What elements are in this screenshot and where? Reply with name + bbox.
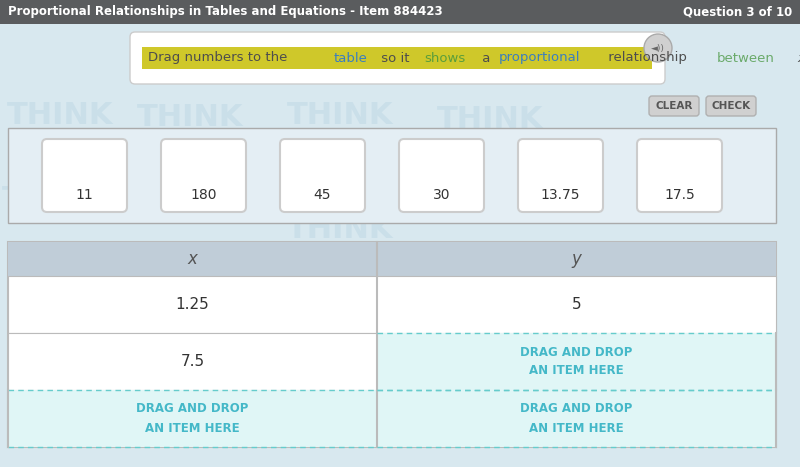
Text: shows: shows [425, 51, 466, 64]
Text: proportional: proportional [499, 51, 581, 64]
FancyBboxPatch shape [161, 139, 246, 212]
Text: x: x [187, 250, 198, 268]
Text: DRAG AND DROP
AN ITEM HERE: DRAG AND DROP AN ITEM HERE [520, 346, 633, 377]
Text: THINK: THINK [146, 200, 254, 229]
Text: table: table [334, 51, 367, 64]
Text: CHECK: CHECK [711, 101, 750, 111]
FancyBboxPatch shape [637, 139, 722, 212]
Text: Question 3 of 10: Question 3 of 10 [682, 6, 792, 19]
Text: THINK: THINK [6, 100, 114, 129]
Text: THINK: THINK [6, 305, 114, 334]
Text: THINK: THINK [437, 106, 543, 134]
Text: 5: 5 [571, 297, 581, 312]
Text: CLEAR: CLEAR [655, 101, 693, 111]
Bar [8, 390, 377, 447]
Text: THINK: THINK [286, 215, 394, 245]
Circle shape [644, 34, 672, 62]
Bar [8, 128, 776, 223]
Text: between: between [717, 51, 774, 64]
FancyBboxPatch shape [42, 139, 127, 212]
Text: 30: 30 [433, 188, 450, 202]
FancyBboxPatch shape [399, 139, 484, 212]
Text: a: a [478, 51, 494, 64]
FancyBboxPatch shape [518, 139, 603, 212]
Text: y: y [571, 250, 582, 268]
Bar [8, 242, 776, 276]
Text: ◄)): ◄)) [651, 44, 665, 54]
Text: x: x [797, 51, 800, 64]
Text: 13.75: 13.75 [541, 188, 580, 202]
FancyBboxPatch shape [280, 139, 365, 212]
Text: THINK: THINK [137, 104, 243, 133]
Text: DRAG AND DROP
AN ITEM HERE: DRAG AND DROP AN ITEM HERE [520, 403, 633, 434]
Bar [377, 390, 776, 447]
Bar [8, 242, 776, 447]
Text: relationship: relationship [604, 51, 691, 64]
Text: 11: 11 [76, 188, 94, 202]
Text: 7.5: 7.5 [180, 354, 204, 369]
Text: 17.5: 17.5 [664, 188, 695, 202]
Text: THINK: THINK [146, 325, 254, 354]
Text: 180: 180 [190, 188, 217, 202]
Text: so it: so it [377, 51, 414, 64]
Text: THINK: THINK [2, 185, 108, 214]
Text: 1.25: 1.25 [175, 297, 209, 312]
Text: DRAG AND DROP
AN ITEM HERE: DRAG AND DROP AN ITEM HERE [136, 403, 249, 434]
FancyBboxPatch shape [706, 96, 756, 116]
Bar [8, 333, 377, 390]
Bar [377, 333, 776, 390]
FancyBboxPatch shape [649, 96, 699, 116]
FancyBboxPatch shape [130, 32, 665, 84]
Text: THINK: THINK [286, 100, 394, 129]
Text: 45: 45 [314, 188, 331, 202]
Bar [8, 276, 776, 333]
Bar [0, 0, 800, 24]
Text: THINK: THINK [286, 316, 394, 345]
Text: Proportional Relationships in Tables and Equations - Item 884423: Proportional Relationships in Tables and… [8, 6, 442, 19]
Bar [142, 47, 652, 69]
Text: Drag numbers to the: Drag numbers to the [148, 51, 292, 64]
